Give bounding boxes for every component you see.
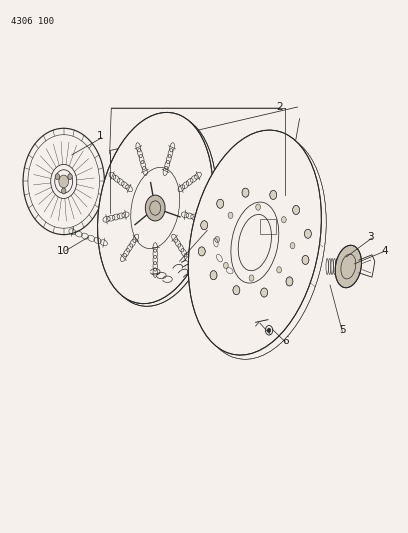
Text: 9: 9 [205, 224, 211, 235]
Circle shape [249, 275, 254, 281]
Circle shape [228, 212, 233, 219]
Circle shape [290, 243, 295, 249]
Ellipse shape [188, 130, 322, 355]
Text: 1: 1 [97, 131, 104, 141]
Circle shape [304, 229, 311, 238]
Ellipse shape [98, 112, 213, 304]
Circle shape [217, 199, 224, 208]
Circle shape [267, 328, 271, 333]
Circle shape [68, 174, 72, 180]
Ellipse shape [193, 134, 326, 359]
Circle shape [59, 175, 69, 188]
Text: 4306 100: 4306 100 [11, 17, 54, 26]
Circle shape [293, 205, 299, 214]
Text: 4: 4 [381, 246, 388, 255]
Text: 2: 2 [276, 102, 282, 112]
Circle shape [282, 216, 286, 223]
Text: 3: 3 [367, 232, 374, 243]
Circle shape [286, 277, 293, 286]
Ellipse shape [101, 115, 216, 306]
Circle shape [256, 204, 261, 210]
Circle shape [145, 195, 165, 221]
Text: 6: 6 [282, 336, 288, 346]
Text: 5: 5 [339, 325, 346, 335]
Circle shape [201, 221, 208, 230]
Circle shape [198, 247, 205, 256]
Circle shape [277, 266, 282, 273]
Text: 7: 7 [268, 329, 275, 339]
Circle shape [270, 190, 277, 199]
Ellipse shape [335, 245, 361, 288]
Circle shape [62, 188, 66, 194]
Circle shape [55, 174, 60, 180]
Circle shape [302, 255, 309, 264]
Text: 10: 10 [57, 246, 70, 255]
Circle shape [261, 288, 268, 297]
Circle shape [224, 262, 228, 269]
Circle shape [242, 188, 249, 197]
Circle shape [215, 236, 220, 243]
Circle shape [210, 271, 217, 280]
Circle shape [233, 286, 240, 295]
